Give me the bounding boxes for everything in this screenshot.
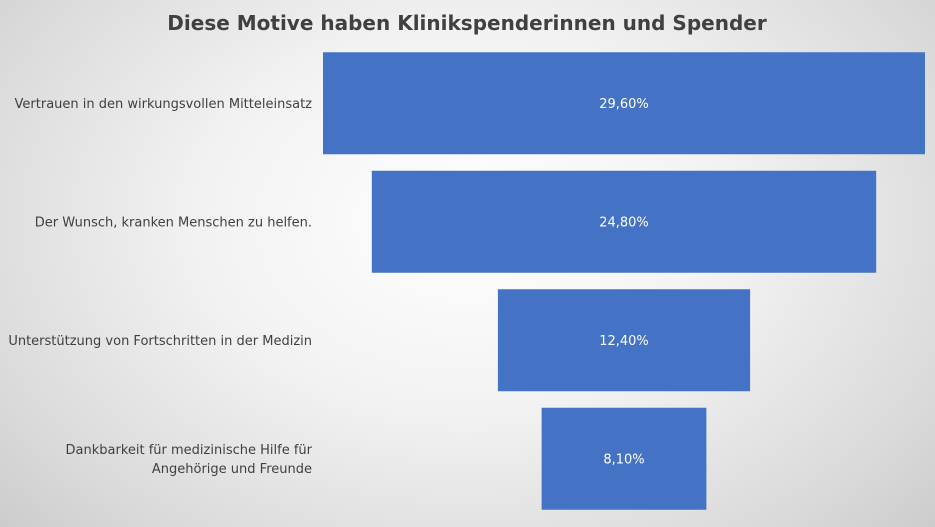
funnel-bar [323,52,925,155]
data-label: 12,40% [599,334,649,349]
chart-title: Diese Motive haben Klinikspenderinnen un… [167,11,767,35]
funnel-bar [371,170,877,273]
category-label: Der Wunsch, kranken Menschen zu helfen. [35,215,312,230]
category-labels: Vertrauen in den wirkungsvollen Mittelei… [8,97,312,477]
funnel-bar [541,407,707,510]
data-label: 8,10% [603,452,644,467]
funnel-bars: 29,60% 24,80% 12,40% 8,10% [323,52,925,510]
category-label: Unterstützung von Fortschritten in der M… [8,334,312,349]
category-label: Dankbarkeit für medizinische Hilfe für An… [66,443,313,477]
category-label: Vertrauen in den wirkungsvollen Mittelei… [15,97,313,112]
data-label: 24,80% [599,215,649,230]
funnel-bar [497,289,751,392]
data-label: 29,60% [599,97,649,112]
